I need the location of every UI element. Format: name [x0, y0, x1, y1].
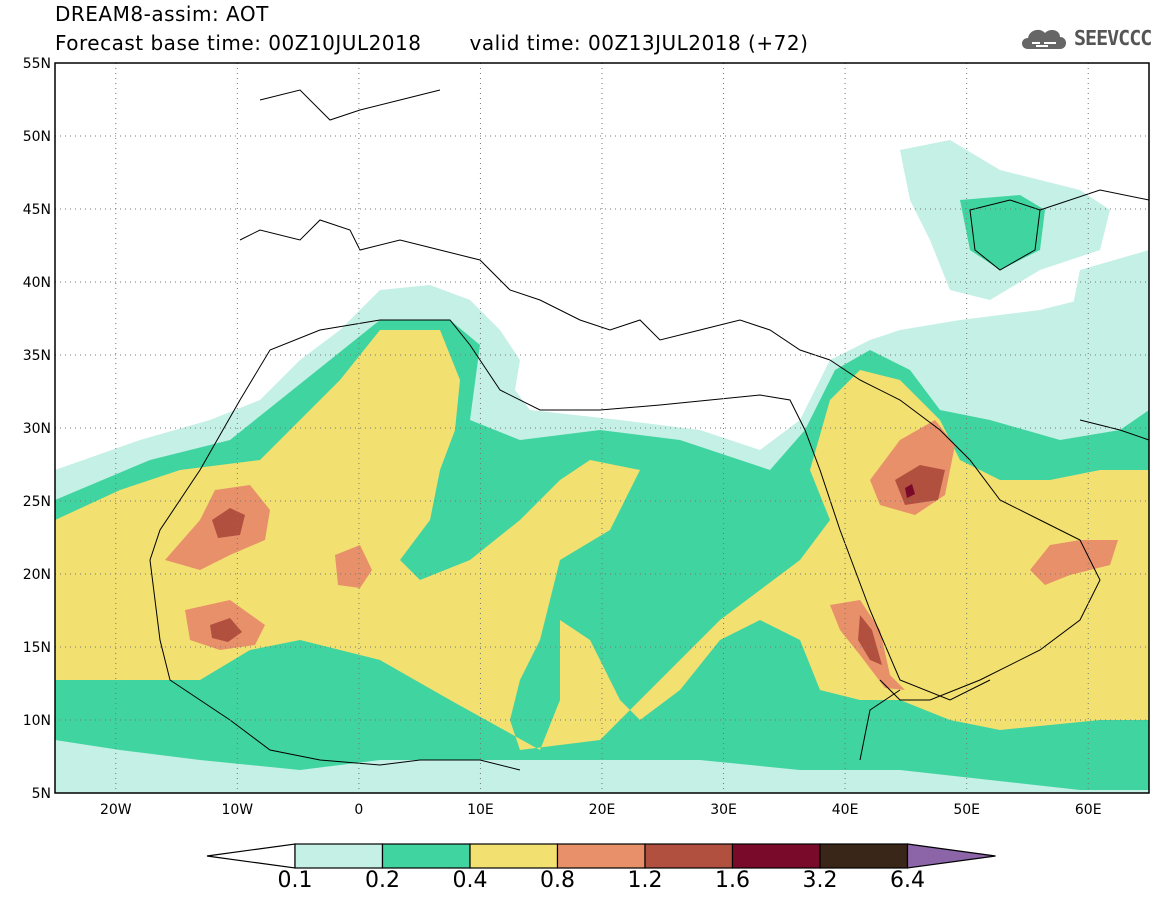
colorbar-level-label: 3.2 — [802, 868, 838, 893]
aot-field — [55, 140, 1149, 793]
colorbar-level-label: 0.8 — [540, 868, 575, 893]
aot-patch-1.6-arabia — [905, 484, 915, 498]
aot-patch-1.2-mauritania — [210, 618, 242, 642]
lon-tick-label: 20E — [589, 802, 616, 818]
colorbar-box — [294, 843, 384, 869]
aot-patch-0.8-mali — [335, 545, 372, 588]
map-frame — [54, 62, 1150, 794]
coastline-arabia — [829, 359, 1101, 701]
coastlines — [149, 89, 1149, 771]
lon-tick-label: 20W — [100, 802, 132, 818]
colorbar-box — [381, 843, 471, 869]
colorbar-box — [644, 843, 734, 869]
base-time: Forecast base time: 00Z10JUL2018 — [55, 31, 422, 55]
lon-tick-label: 40E — [832, 802, 859, 818]
cloud-icon — [1022, 29, 1066, 49]
lon-tick-label: 10W — [221, 802, 253, 818]
aot-patch-0.8-oman — [1030, 540, 1118, 585]
chart-subtitle: Forecast base time: 00Z10JUL2018 valid ti… — [55, 32, 808, 54]
coastline-iran — [1039, 189, 1149, 441]
coastline-caspian — [969, 199, 1041, 271]
lat-tick-label: 25N — [23, 494, 51, 510]
chart-title: DREAM8-assim: AOT — [55, 2, 269, 26]
colorbar-level-label: 0.2 — [365, 868, 400, 893]
colorbar-upper-extend — [906, 843, 996, 869]
colorbar-box — [556, 843, 646, 869]
coastline-africa — [149, 319, 991, 771]
axis-labels: 55N 50N 45N 40N 35N 30N 25N 20N 15N 10N 5N 20W 10W 0 1… — [23, 56, 1102, 818]
seevccc-logo: SEEVCCC — [1018, 20, 1152, 56]
aot-patch-1.2-west — [212, 508, 245, 538]
colorbar-lower-extend — [206, 843, 296, 869]
lon-tick-label: 50E — [953, 802, 980, 818]
logo-text: SEEVCCC — [1074, 26, 1152, 50]
aot-band-0.1-east — [1060, 250, 1149, 420]
graticule — [55, 62, 1149, 794]
lat-tick-label: 55N — [23, 56, 51, 72]
lon-tick-label: 0 — [354, 802, 363, 818]
colorbar-boxes — [206, 843, 996, 869]
lat-tick-label: 45N — [23, 202, 51, 218]
colorbar-box — [731, 843, 821, 869]
lat-tick-label: 50N — [23, 129, 51, 145]
colorbar-level-label: 1.2 — [627, 868, 663, 893]
lon-tick-label: 60E — [1075, 802, 1102, 818]
colorbar-level-label: 6.4 — [890, 868, 925, 893]
colorbar-level-label: 0.1 — [277, 868, 313, 893]
lat-tick-label: 15N — [23, 640, 51, 656]
lat-tick-label: 30N — [23, 421, 51, 437]
lat-tick-label: 40N — [23, 275, 51, 291]
aot-patch-1.2-redsea — [858, 615, 882, 665]
aot-band-0.2-north — [960, 195, 1045, 270]
lat-tick-label: 35N — [23, 348, 51, 364]
lat-tick-label: 20N — [23, 567, 51, 583]
lat-tick-label: 5N — [32, 786, 51, 802]
lon-tick-label: 30E — [710, 802, 737, 818]
lon-tick-label: 10E — [467, 802, 494, 818]
colorbar-box — [819, 843, 909, 869]
colorbar-level-label: 1.6 — [715, 868, 750, 893]
lat-tick-label: 10N — [23, 713, 51, 729]
coastline-europe — [239, 89, 831, 361]
colorbar-box — [469, 843, 559, 869]
colorbar-level-label: 0.4 — [452, 868, 488, 893]
valid-time: valid time: 00Z13JUL2018 (+72) — [469, 31, 809, 55]
